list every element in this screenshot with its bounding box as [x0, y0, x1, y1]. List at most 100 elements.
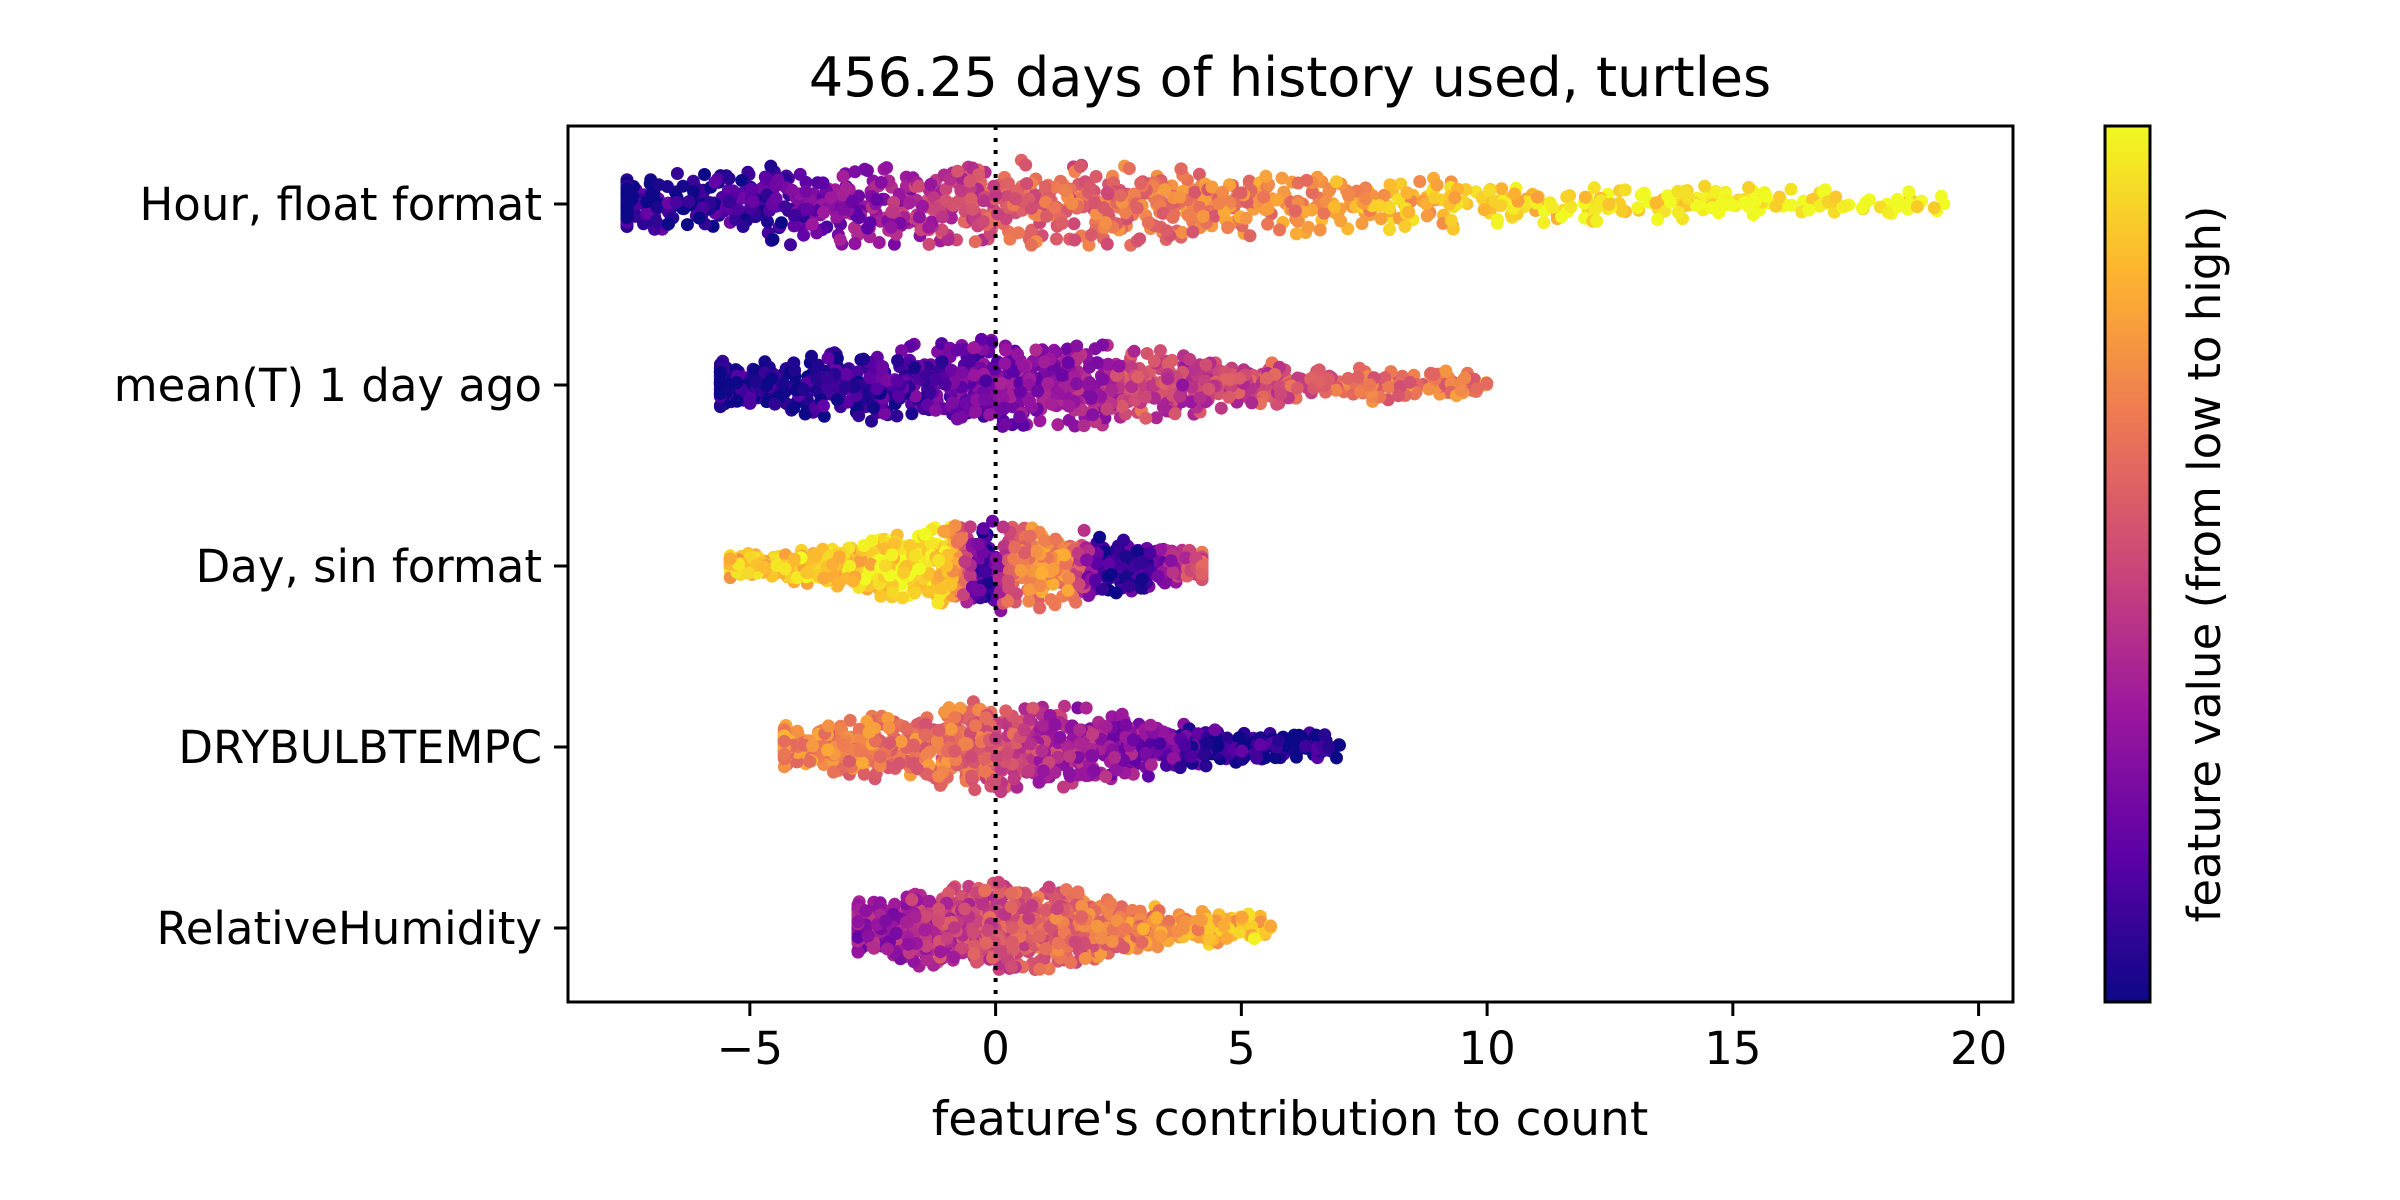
data-point: [809, 550, 823, 564]
data-point: [883, 736, 897, 750]
data-point: [1112, 359, 1126, 373]
data-point: [692, 211, 706, 225]
data-point: [1274, 387, 1288, 401]
data-point: [1588, 203, 1602, 217]
data-point: [1173, 190, 1187, 204]
data-point: [1139, 746, 1153, 760]
data-point: [929, 403, 943, 417]
data-point: [1243, 229, 1257, 243]
data-point: [787, 552, 801, 566]
data-point: [1444, 213, 1458, 227]
data-point: [900, 722, 913, 736]
data-point: [790, 724, 804, 738]
data-point: [1007, 772, 1021, 786]
data-point: [1560, 190, 1574, 204]
data-point: [1317, 206, 1331, 220]
data-point: [1329, 383, 1343, 397]
data-point: [964, 750, 978, 764]
data-point: [944, 578, 958, 592]
data-point: [1742, 181, 1756, 194]
data-point: [979, 765, 992, 778]
data-point: [973, 583, 987, 597]
data-point: [1422, 382, 1436, 396]
data-point: [936, 210, 949, 224]
data-point: [908, 549, 922, 563]
series-1: [620, 153, 1951, 252]
data-point: [777, 747, 791, 761]
data-point: [1253, 738, 1267, 752]
data-point: [1891, 192, 1904, 206]
data-point: [1829, 190, 1843, 204]
data-point: [1153, 344, 1167, 358]
points-layer: [620, 153, 1951, 976]
data-point: [944, 363, 958, 377]
data-point: [788, 208, 802, 222]
data-point: [1784, 182, 1798, 196]
data-point: [1530, 190, 1544, 204]
data-point: [836, 738, 850, 752]
data-point: [878, 407, 892, 421]
data-point: [1168, 407, 1182, 421]
data-point: [810, 372, 824, 386]
data-point: [924, 177, 938, 191]
data-point: [963, 174, 977, 188]
data-point: [848, 165, 862, 179]
data-point: [906, 756, 920, 770]
data-point: [852, 409, 866, 423]
data-point: [905, 407, 919, 421]
data-point: [1257, 190, 1271, 204]
data-point: [1077, 523, 1091, 537]
data-point: [1212, 197, 1226, 210]
data-point: [833, 233, 847, 247]
data-point: [1041, 377, 1055, 390]
data-point: [1114, 189, 1127, 202]
data-point: [799, 185, 813, 198]
data-point: [1342, 188, 1356, 202]
data-point: [1079, 701, 1093, 715]
data-point: [1398, 220, 1412, 233]
data-point: [1007, 364, 1021, 378]
data-point: [1181, 208, 1195, 222]
data-point: [1035, 566, 1049, 580]
data-point: [822, 719, 835, 733]
data-point: [1618, 183, 1632, 197]
data-point: [1088, 573, 1102, 587]
data-point: [620, 211, 634, 225]
data-point: [1019, 158, 1033, 172]
data-point: [1062, 766, 1076, 780]
data-point: [890, 374, 904, 388]
data-point: [922, 220, 936, 234]
data-point: [778, 200, 792, 214]
data-point: [882, 721, 896, 735]
data-point: [1173, 389, 1187, 403]
data-point: [1089, 170, 1103, 183]
data-point: [963, 354, 977, 368]
data-point: [816, 176, 830, 190]
data-point: [743, 396, 757, 410]
data-point: [1093, 530, 1107, 544]
series-5: [851, 875, 1278, 976]
data-point: [1046, 562, 1060, 576]
data-point: [1802, 203, 1816, 217]
data-point: [1055, 368, 1069, 382]
data-point: [979, 711, 993, 725]
data-point: [1216, 185, 1230, 199]
data-point: [1196, 209, 1210, 223]
data-point: [906, 738, 920, 752]
data-point: [880, 161, 894, 175]
data-point: [803, 755, 817, 768]
data-point: [769, 192, 783, 205]
data-point: [1086, 408, 1100, 422]
data-point: [1085, 228, 1098, 242]
data-point: [801, 202, 815, 216]
data-point: [983, 408, 997, 422]
data-point: [892, 756, 906, 770]
data-point: [1158, 183, 1172, 197]
data-point: [935, 355, 949, 369]
data-point: [817, 206, 831, 219]
data-point: [1084, 391, 1098, 405]
data-point: [1881, 205, 1895, 219]
data-point: [735, 174, 749, 187]
data-point: [1330, 751, 1343, 765]
data-point: [1161, 357, 1175, 371]
